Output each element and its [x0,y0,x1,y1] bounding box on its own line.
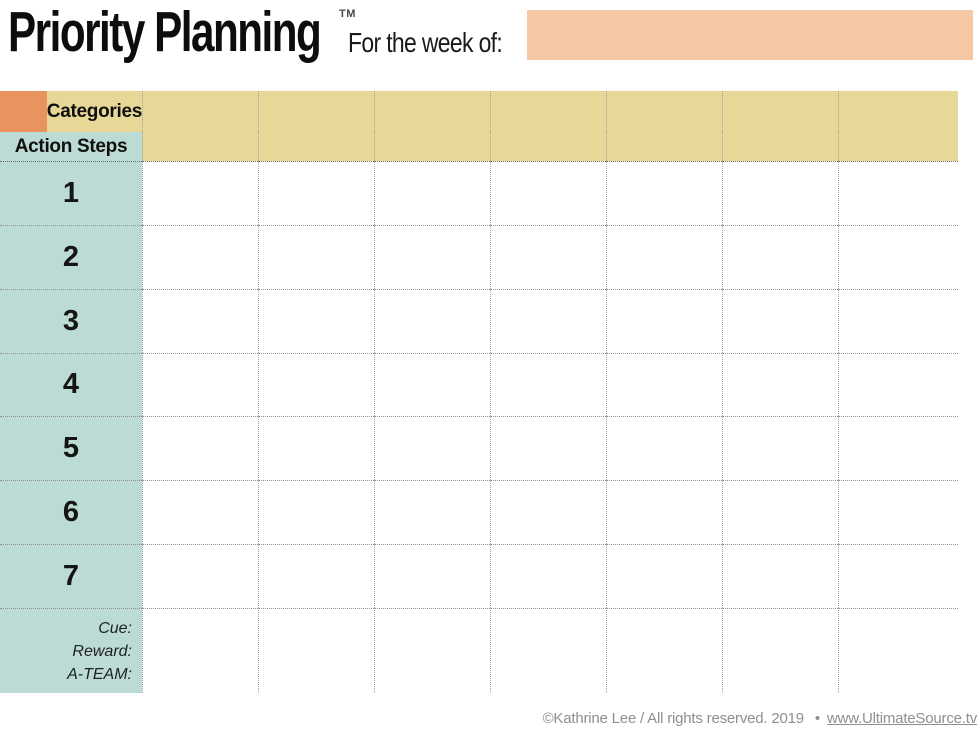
cue-reward-ateam-cell: Cue: Reward: A-TEAM: [0,608,142,693]
page-title: Priority Planning [8,0,322,64]
categories-header-label: Categories [46,91,142,132]
day-cell[interactable] [374,416,490,481]
category-header-cell[interactable] [374,91,490,132]
action-step-number: 4 [0,352,142,417]
day-cell[interactable] [258,416,374,481]
planner-grid: Categories Action Steps 1 2 3 4 5 6 7 Cue: Reward:… [0,91,958,693]
day-cell[interactable] [606,416,722,481]
day-cell[interactable] [374,288,490,353]
category-header-cell[interactable] [142,132,258,161]
category-header-cell[interactable] [606,91,722,132]
day-cell[interactable] [722,224,838,289]
day-cell[interactable] [606,480,722,545]
day-cell[interactable] [838,544,958,608]
summary-cell[interactable] [374,608,490,693]
bullet-separator: • [814,710,820,727]
day-cell[interactable] [258,544,374,608]
day-cell[interactable] [722,480,838,545]
copyright-text: ©Kathrine Lee / All rights reserved. 201… [542,710,805,727]
action-step-number: 2 [0,224,142,289]
day-cell[interactable] [258,161,374,225]
category-header-cell[interactable] [606,132,722,161]
day-cell[interactable] [722,544,838,608]
day-cell[interactable] [142,544,258,608]
day-cell[interactable] [490,161,606,225]
day-cell[interactable] [142,288,258,353]
day-cell[interactable] [490,416,606,481]
day-cell[interactable] [722,416,838,481]
day-cell[interactable] [606,544,722,608]
summary-cell[interactable] [490,608,606,693]
day-cell[interactable] [374,544,490,608]
action-step-number: 3 [0,288,142,353]
day-cell[interactable] [258,480,374,545]
day-cell[interactable] [374,480,490,545]
day-cell[interactable] [490,224,606,289]
day-cell[interactable] [606,352,722,417]
summary-cell[interactable] [606,608,722,693]
category-header-cell[interactable] [490,132,606,161]
ultimatesource-link[interactable]: www.UltimateSource.tv [826,710,977,727]
day-cell[interactable] [374,224,490,289]
category-header-cell[interactable] [258,91,374,132]
action-step-number: 7 [0,544,142,608]
day-cell[interactable] [142,352,258,417]
day-cell[interactable] [374,161,490,225]
day-cell[interactable] [838,161,958,225]
day-cell[interactable] [722,161,838,225]
cue-label: A-TEAM: [67,665,132,683]
day-cell[interactable] [838,224,958,289]
week-of-label: For the week of: [348,27,503,58]
day-cell[interactable] [838,416,958,481]
corner-cell: Categories [0,91,142,132]
day-cell[interactable] [258,288,374,353]
day-cell[interactable] [490,544,606,608]
summary-cell[interactable] [258,608,374,693]
action-step-number: 5 [0,416,142,481]
day-cell[interactable] [490,480,606,545]
category-header-cell[interactable] [722,91,838,132]
category-header-cell[interactable] [838,91,958,132]
summary-cell[interactable] [838,608,958,693]
category-header-cell[interactable] [838,132,958,161]
footer: ©Kathrine Lee / All rights reserved. 201… [542,710,978,727]
day-cell[interactable] [258,352,374,417]
week-of-field[interactable] [527,10,973,60]
day-cell[interactable] [838,352,958,417]
day-cell[interactable] [490,288,606,353]
category-header-cell[interactable] [258,132,374,161]
trademark-mark: TM [339,8,356,20]
day-cell[interactable] [490,352,606,417]
day-cell[interactable] [838,480,958,545]
category-header-cell[interactable] [142,91,258,132]
cue-label: Cue: [98,619,132,637]
day-cell[interactable] [142,416,258,481]
day-cell[interactable] [722,352,838,417]
category-header-cell[interactable] [722,132,838,161]
category-header-cell[interactable] [490,91,606,132]
category-header-cell[interactable] [374,132,490,161]
day-cell[interactable] [142,224,258,289]
day-cell[interactable] [374,352,490,417]
action-steps-label: Action Steps [0,132,142,161]
corner-orange-block [0,91,47,132]
summary-cell[interactable] [722,608,838,693]
action-step-number: 1 [0,161,142,225]
day-cell[interactable] [606,224,722,289]
day-cell[interactable] [722,288,838,353]
day-cell[interactable] [838,288,958,353]
day-cell[interactable] [142,480,258,545]
cue-label: Reward: [72,642,132,660]
summary-cell[interactable] [142,608,258,693]
day-cell[interactable] [258,224,374,289]
day-cell[interactable] [606,288,722,353]
day-cell[interactable] [606,161,722,225]
day-cell[interactable] [142,161,258,225]
action-step-number: 6 [0,480,142,545]
